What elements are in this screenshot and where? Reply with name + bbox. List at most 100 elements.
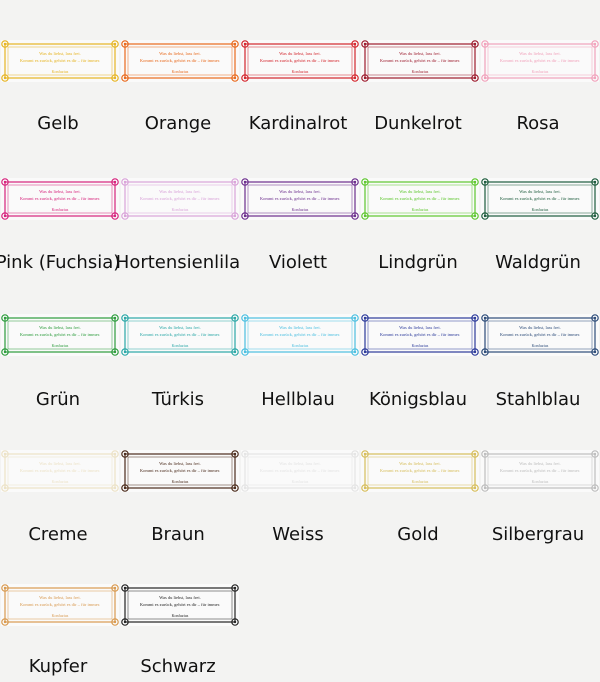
corner-dot [233,76,237,80]
corner-ornament [111,212,119,220]
corner-dot [593,316,597,320]
banner-line: Kommt es zurück, gehört es dir – für imm… [140,602,220,608]
banner-line: Was du liebst, lass frei. [39,461,81,467]
banner-line: Konfuzius [292,207,309,212]
banner-line: Konfuzius [532,479,549,484]
corner-dot [353,316,357,320]
banner-line: Kommt es zurück, gehört es dir – für imm… [140,196,220,202]
banner-inner-frame [7,46,113,76]
corner-ornament [361,74,369,82]
color-name: Dunkelrot [374,113,462,134]
banner-line: Was du liebst, lass frei. [519,461,561,467]
banner-frame [124,43,236,79]
banner-line: Kommt es zurück, gehört es dir – für imm… [20,58,100,64]
corner-ornament [121,618,129,626]
corner-ornament [481,484,489,492]
corner-ornament [111,618,119,626]
banner-frame [124,317,236,353]
banner-inner-frame [127,590,233,620]
corner-dot [3,486,7,490]
corner-dot [243,76,247,80]
corner-dot [593,452,597,456]
corner-dot [363,214,367,218]
banner-line: Konfuzius [52,207,69,212]
corner-dot [113,214,117,218]
color-name: Silbergrau [492,524,584,545]
banner-line: Konfuzius [172,207,189,212]
corner-ornament [1,40,9,48]
corner-dot [243,42,247,46]
corner-ornament [1,178,9,186]
banner-line: Was du liebst, lass frei. [39,595,81,601]
banner-line: Was du liebst, lass frei. [39,325,81,331]
corner-ornament [241,348,249,356]
corner-ornament [361,484,369,492]
corner-ornament [471,212,479,220]
corner-ornament [241,484,249,492]
swatch: Was du liebst, lass frei.Kommt es zurück… [361,450,479,545]
banner-line: Was du liebst, lass frei. [159,461,201,467]
corner-ornament [1,74,9,82]
corner-dot [123,76,127,80]
corner-ornament [111,314,119,322]
corner-ornament [231,74,239,82]
corner-dot [593,486,597,490]
corner-dot [113,452,117,456]
corner-ornament [351,74,359,82]
banner-line: Kommt es zurück, gehört es dir – für imm… [380,468,460,474]
color-name: Türkis [151,389,204,410]
banner-line: Kommt es zurück, gehört es dir – für imm… [140,58,220,64]
corner-dot [123,180,127,184]
corner-dot [363,452,367,456]
banner-line: Konfuzius [52,479,69,484]
color-name: Violett [269,252,327,273]
corner-dot [123,452,127,456]
corner-ornament [121,348,129,356]
banner-line: Was du liebst, lass frei. [279,51,321,57]
banner-line: Was du liebst, lass frei. [519,189,561,195]
corner-dot [3,452,7,456]
corner-ornament [361,450,369,458]
banner-frame [244,453,356,489]
banner-frame [244,181,356,217]
corner-dot [113,316,117,320]
corner-ornament [111,450,119,458]
corner-dot [233,620,237,624]
corner-dot [123,620,127,624]
corner-ornament [111,40,119,48]
swatch: Was du liebst, lass frei.Kommt es zurück… [361,178,479,273]
swatch: Was du liebst, lass frei.Kommt es zurück… [1,314,119,410]
corner-ornament [1,618,9,626]
banner-frame [124,181,236,217]
corner-dot [473,214,477,218]
color-name: Stahlblau [496,389,581,410]
corner-ornament [481,74,489,82]
corner-dot [473,76,477,80]
corner-ornament [121,584,129,592]
banner-frame [364,181,476,217]
corner-dot [473,42,477,46]
banner-frame [4,317,116,353]
banner-line: Konfuzius [412,69,429,74]
corner-dot [233,316,237,320]
corner-dot [233,214,237,218]
corner-ornament [481,40,489,48]
banner-inner-frame [127,184,233,214]
swatch: Was du liebst, lass frei.Kommt es zurück… [1,450,119,545]
swatch: Was du liebst, lass frei.Kommt es zurück… [481,450,599,545]
corner-ornament [471,40,479,48]
corner-ornament [591,178,599,186]
swatch: Was du liebst, lass frei.Kommt es zurück… [361,40,479,134]
swatch: Was du liebst, lass frei.Kommt es zurück… [1,584,119,677]
corner-dot [353,350,357,354]
swatch: Was du liebst, lass frei.Kommt es zurück… [121,450,239,545]
corner-ornament [231,450,239,458]
corner-ornament [481,212,489,220]
banner-frame [484,317,596,353]
swatch: Was du liebst, lass frei.Kommt es zurück… [481,40,599,134]
banner-line: Kommt es zurück, gehört es dir – für imm… [260,196,340,202]
banner-frame [364,453,476,489]
corner-dot [123,316,127,320]
corner-dot [123,42,127,46]
